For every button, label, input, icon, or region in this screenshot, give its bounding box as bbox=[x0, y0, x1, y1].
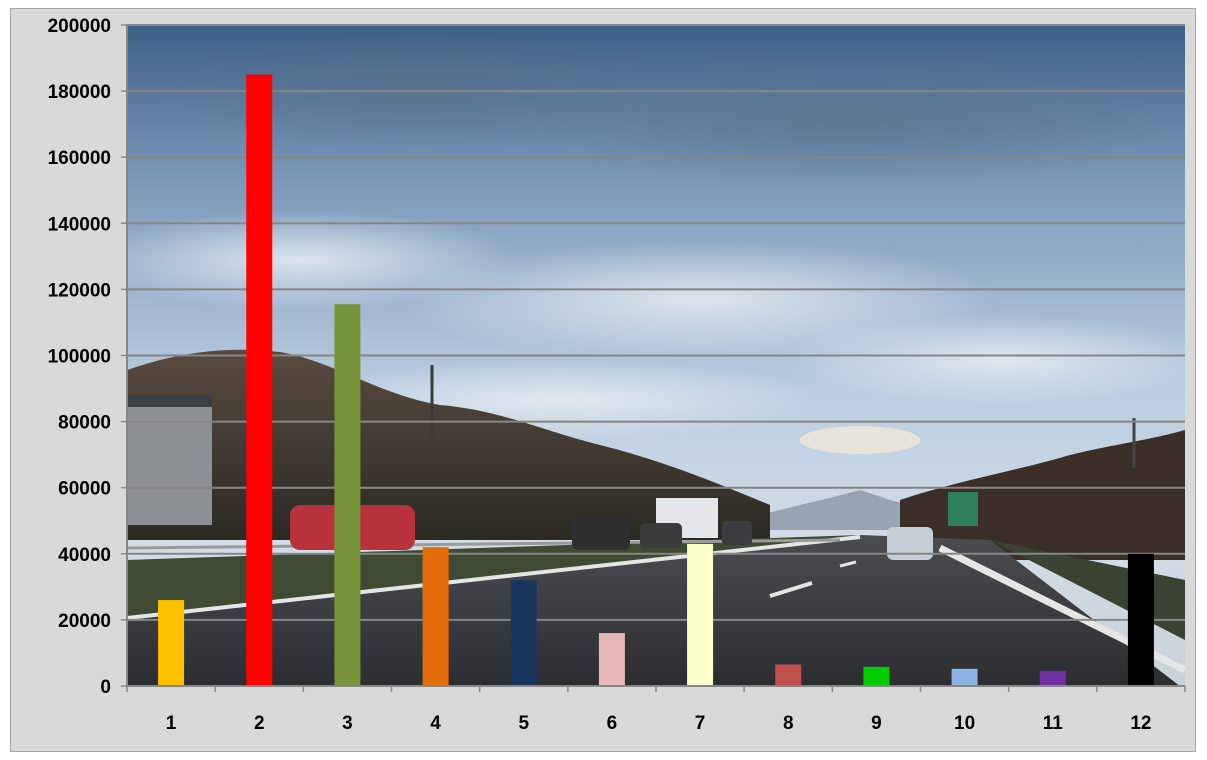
x-tick-label: 11 bbox=[1043, 713, 1064, 734]
y-tick-label: 60000 bbox=[58, 479, 111, 500]
bar-10 bbox=[951, 668, 978, 686]
bar-4 bbox=[422, 547, 449, 686]
x-tick-label: 9 bbox=[871, 713, 882, 734]
bar-8 bbox=[775, 664, 802, 686]
y-tick-label: 100000 bbox=[48, 347, 111, 368]
y-tick-label: 160000 bbox=[48, 148, 111, 169]
y-tick-label: 80000 bbox=[58, 413, 111, 434]
x-tick-label: 3 bbox=[342, 713, 353, 734]
y-tick-label: 40000 bbox=[58, 545, 111, 566]
x-tick-label: 7 bbox=[695, 713, 706, 734]
x-tick-label: 6 bbox=[607, 713, 618, 734]
bar-3 bbox=[334, 304, 361, 686]
x-tick-label: 4 bbox=[430, 713, 441, 734]
bar-9 bbox=[863, 666, 890, 686]
bar-6 bbox=[598, 633, 625, 686]
x-tick-label: 12 bbox=[1130, 713, 1151, 734]
bar-5 bbox=[510, 580, 537, 686]
x-tick-label: 1 bbox=[166, 713, 177, 734]
bar-2 bbox=[246, 74, 273, 686]
background-photo bbox=[127, 25, 1185, 686]
x-tick-label: 10 bbox=[954, 713, 975, 734]
axes bbox=[126, 25, 1185, 687]
x-tick-label: 5 bbox=[518, 713, 529, 734]
bar-12 bbox=[1127, 553, 1154, 686]
y-tick-label: 120000 bbox=[48, 280, 111, 301]
gridlines bbox=[121, 24, 1185, 687]
x-tick-label: 2 bbox=[254, 713, 265, 734]
bar-11 bbox=[1039, 670, 1066, 686]
y-tick-label: 180000 bbox=[48, 82, 111, 103]
y-tick-label: 0 bbox=[100, 677, 111, 698]
y-tick-label: 20000 bbox=[58, 611, 111, 632]
y-tick-label: 200000 bbox=[48, 16, 111, 37]
x-tick-label: 8 bbox=[783, 713, 794, 734]
bar-1 bbox=[158, 600, 185, 686]
y-axis-tick-labels: 0 20000 40000 60000 80000 100000 120000 140000 1… bbox=[48, 16, 111, 698]
bars bbox=[126, 74, 1186, 692]
bar-7 bbox=[687, 543, 714, 686]
y-tick-label: 140000 bbox=[48, 214, 111, 235]
x-axis-tick-labels: 1 2 3 4 5 6 7 8 9 10 11 12 bbox=[166, 713, 1152, 734]
